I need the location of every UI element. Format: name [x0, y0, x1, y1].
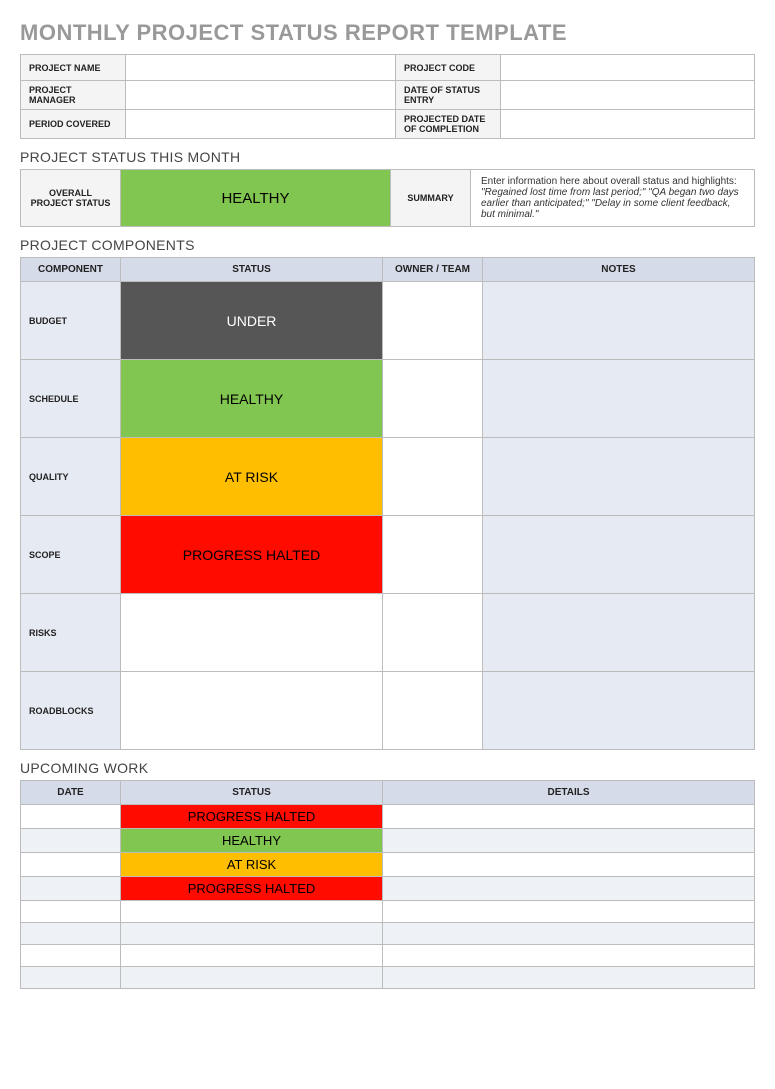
upcoming-details[interactable]: [383, 877, 755, 901]
label-overall-project-status: OVERALL PROJECT STATUS: [21, 170, 121, 227]
component-label: RISKS: [21, 594, 121, 672]
component-notes[interactable]: [483, 672, 755, 750]
component-owner[interactable]: [383, 594, 483, 672]
component-notes[interactable]: [483, 594, 755, 672]
component-owner[interactable]: [383, 516, 483, 594]
upcoming-details[interactable]: [383, 829, 755, 853]
upcoming-date[interactable]: [21, 967, 121, 989]
upcoming-status[interactable]: PROGRESS HALTED: [121, 805, 383, 829]
upcoming-status[interactable]: AT RISK: [121, 853, 383, 877]
label-project-code: PROJECT CODE: [396, 55, 501, 81]
col-status: STATUS: [121, 258, 383, 282]
summary-text[interactable]: Enter information here about overall sta…: [471, 170, 755, 227]
component-label: SCHEDULE: [21, 360, 121, 438]
upcoming-date[interactable]: [21, 853, 121, 877]
heading-project-components: PROJECT COMPONENTS: [20, 237, 755, 253]
value-period-covered[interactable]: [126, 110, 396, 139]
upcoming-date[interactable]: [21, 877, 121, 901]
upcoming-date[interactable]: [21, 923, 121, 945]
components-table: COMPONENT STATUS OWNER / TEAM NOTES BUDG…: [20, 257, 755, 750]
component-status[interactable]: PROGRESS HALTED: [121, 516, 383, 594]
table-row: BUDGETUNDER: [21, 282, 755, 360]
component-notes[interactable]: [483, 516, 755, 594]
table-row: [21, 923, 755, 945]
component-label: BUDGET: [21, 282, 121, 360]
component-status[interactable]: UNDER: [121, 282, 383, 360]
component-notes[interactable]: [483, 438, 755, 516]
label-project-manager: PROJECT MANAGER: [21, 81, 126, 110]
value-project-name[interactable]: [126, 55, 396, 81]
upcoming-details[interactable]: [383, 967, 755, 989]
component-owner[interactable]: [383, 360, 483, 438]
value-project-manager[interactable]: [126, 81, 396, 110]
col-component: COMPONENT: [21, 258, 121, 282]
upcoming-details[interactable]: [383, 805, 755, 829]
table-row: PROGRESS HALTED: [21, 877, 755, 901]
value-date-of-status-entry[interactable]: [501, 81, 755, 110]
upcoming-date[interactable]: [21, 945, 121, 967]
component-label: QUALITY: [21, 438, 121, 516]
label-project-name: PROJECT NAME: [21, 55, 126, 81]
upcoming-status[interactable]: [121, 967, 383, 989]
upcoming-date[interactable]: [21, 805, 121, 829]
page-title: MONTHLY PROJECT STATUS REPORT TEMPLATE: [20, 20, 755, 46]
table-row: ROADBLOCKS: [21, 672, 755, 750]
upcoming-details[interactable]: [383, 853, 755, 877]
upcoming-table: DATE STATUS DETAILS PROGRESS HALTEDHEALT…: [20, 780, 755, 989]
label-summary: SUMMARY: [391, 170, 471, 227]
upcoming-details[interactable]: [383, 945, 755, 967]
upcoming-status[interactable]: [121, 945, 383, 967]
col-details: DETAILS: [383, 781, 755, 805]
component-owner[interactable]: [383, 282, 483, 360]
col-notes: NOTES: [483, 258, 755, 282]
table-row: AT RISK: [21, 853, 755, 877]
project-info-table: PROJECT NAME PROJECT CODE PROJECT MANAGE…: [20, 54, 755, 139]
component-notes[interactable]: [483, 360, 755, 438]
upcoming-date[interactable]: [21, 901, 121, 923]
table-row: SCOPEPROGRESS HALTED: [21, 516, 755, 594]
component-label: ROADBLOCKS: [21, 672, 121, 750]
component-status[interactable]: HEALTHY: [121, 360, 383, 438]
summary-lead: Enter information here about overall sta…: [481, 176, 737, 187]
label-date-of-status-entry: DATE OF STATUS ENTRY: [396, 81, 501, 110]
table-row: PROGRESS HALTED: [21, 805, 755, 829]
component-label: SCOPE: [21, 516, 121, 594]
component-notes[interactable]: [483, 282, 755, 360]
upcoming-status[interactable]: HEALTHY: [121, 829, 383, 853]
upcoming-status[interactable]: PROGRESS HALTED: [121, 877, 383, 901]
upcoming-details[interactable]: [383, 901, 755, 923]
upcoming-status[interactable]: [121, 901, 383, 923]
table-row: SCHEDULEHEALTHY: [21, 360, 755, 438]
value-projected-completion[interactable]: [501, 110, 755, 139]
component-status[interactable]: [121, 594, 383, 672]
overall-status-value[interactable]: HEALTHY: [121, 170, 391, 227]
component-owner[interactable]: [383, 438, 483, 516]
table-row: [21, 967, 755, 989]
summary-italic: "Regained lost time from last period;" "…: [481, 187, 739, 220]
table-row: HEALTHY: [21, 829, 755, 853]
table-row: QUALITYAT RISK: [21, 438, 755, 516]
component-owner[interactable]: [383, 672, 483, 750]
upcoming-status[interactable]: [121, 923, 383, 945]
table-row: RISKS: [21, 594, 755, 672]
label-period-covered: PERIOD COVERED: [21, 110, 126, 139]
value-project-code[interactable]: [501, 55, 755, 81]
col-date: DATE: [21, 781, 121, 805]
upcoming-details[interactable]: [383, 923, 755, 945]
col-upcoming-status: STATUS: [121, 781, 383, 805]
col-owner: OWNER / TEAM: [383, 258, 483, 282]
upcoming-date[interactable]: [21, 829, 121, 853]
label-projected-completion: PROJECTED DATE OF COMPLETION: [396, 110, 501, 139]
component-status[interactable]: [121, 672, 383, 750]
heading-upcoming-work: UPCOMING WORK: [20, 760, 755, 776]
status-this-month-table: OVERALL PROJECT STATUS HEALTHY SUMMARY E…: [20, 169, 755, 227]
table-row: [21, 945, 755, 967]
component-status[interactable]: AT RISK: [121, 438, 383, 516]
table-row: [21, 901, 755, 923]
heading-status-this-month: PROJECT STATUS THIS MONTH: [20, 149, 755, 165]
